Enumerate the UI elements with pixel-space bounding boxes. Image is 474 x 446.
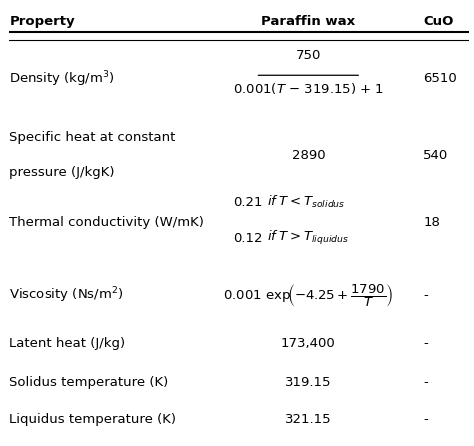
Text: $\mathit{if}\;T > T_\mathit{liquidus}$: $\mathit{if}\;T > T_\mathit{liquidus}$ — [267, 229, 349, 247]
Text: -: - — [423, 289, 428, 301]
Text: 0.001 exp$\!\left(-4.25 + \dfrac{1790}{T}\right)$: 0.001 exp$\!\left(-4.25 + \dfrac{1790}{T… — [223, 281, 393, 309]
Text: 173,400: 173,400 — [281, 337, 336, 350]
Text: -: - — [423, 376, 428, 389]
Text: 2890: 2890 — [292, 149, 325, 162]
Text: Thermal conductivity (W/mK): Thermal conductivity (W/mK) — [9, 216, 204, 230]
Text: $\mathit{if}\;T < T_\mathit{solidus}$: $\mathit{if}\;T < T_\mathit{solidus}$ — [267, 194, 346, 210]
Text: Specific heat at constant: Specific heat at constant — [9, 131, 176, 144]
Text: Property: Property — [9, 15, 75, 29]
Text: CuO: CuO — [423, 15, 454, 29]
Text: 0.21: 0.21 — [233, 195, 262, 209]
Text: 0.12: 0.12 — [233, 232, 262, 245]
Text: Solidus temperature (K): Solidus temperature (K) — [9, 376, 169, 389]
Text: Paraffin wax: Paraffin wax — [261, 15, 356, 29]
Text: -: - — [423, 337, 428, 350]
Text: Latent heat (J/kg): Latent heat (J/kg) — [9, 337, 126, 350]
Text: 6510: 6510 — [423, 72, 457, 85]
Text: 0.001($T$ $-$ 319.15) + 1: 0.001($T$ $-$ 319.15) + 1 — [233, 81, 384, 96]
Text: Viscosity (Ns/m$^2$): Viscosity (Ns/m$^2$) — [9, 285, 124, 305]
Text: 540: 540 — [423, 149, 448, 162]
Text: 321.15: 321.15 — [285, 413, 332, 426]
Text: pressure (J/kgK): pressure (J/kgK) — [9, 166, 115, 179]
Text: 319.15: 319.15 — [285, 376, 332, 389]
Text: Liquidus temperature (K): Liquidus temperature (K) — [9, 413, 176, 426]
Text: 750: 750 — [296, 49, 321, 62]
Text: -: - — [423, 413, 428, 426]
Text: 18: 18 — [423, 216, 440, 230]
Text: Density (kg/m$^3$): Density (kg/m$^3$) — [9, 69, 115, 89]
